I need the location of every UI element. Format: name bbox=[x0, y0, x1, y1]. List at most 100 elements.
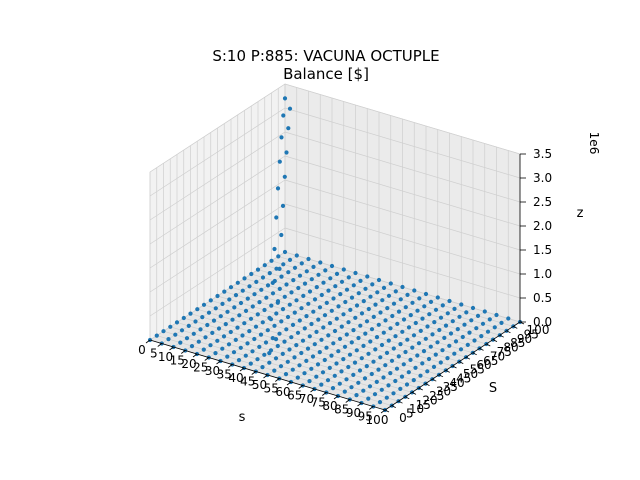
x-tick-label: 95 bbox=[358, 410, 373, 424]
data-point bbox=[447, 343, 452, 348]
x-tick-mark bbox=[275, 378, 280, 382]
data-point bbox=[327, 365, 332, 370]
data-point bbox=[208, 343, 213, 348]
data-point bbox=[269, 258, 274, 263]
data-point bbox=[292, 310, 297, 315]
data-point bbox=[383, 318, 388, 323]
data-point bbox=[257, 344, 262, 349]
data-point bbox=[385, 306, 390, 311]
x-tick-label: 25 bbox=[193, 361, 208, 375]
data-point bbox=[243, 353, 248, 358]
data-point bbox=[376, 322, 381, 327]
x-tick-label: 60 bbox=[275, 385, 290, 399]
data-point bbox=[442, 335, 447, 340]
data-point bbox=[173, 332, 178, 337]
data-point bbox=[238, 300, 244, 306]
data-point bbox=[369, 327, 375, 332]
data-point bbox=[366, 306, 371, 312]
data-point bbox=[334, 271, 340, 276]
data-point bbox=[367, 384, 373, 389]
data-point bbox=[427, 312, 432, 317]
z-tick-label: 0.5 bbox=[533, 291, 552, 305]
data-point bbox=[425, 369, 430, 374]
data-point bbox=[494, 312, 499, 318]
data-point bbox=[305, 346, 311, 351]
z-tick-label: 2.5 bbox=[533, 195, 552, 209]
data-point bbox=[379, 342, 385, 348]
data-point bbox=[309, 277, 314, 282]
data-point bbox=[310, 354, 316, 359]
data-point bbox=[195, 307, 200, 312]
data-point bbox=[306, 256, 311, 262]
data-point bbox=[452, 351, 457, 356]
data-point bbox=[396, 309, 402, 314]
data-point bbox=[304, 269, 309, 274]
data-point bbox=[255, 267, 261, 272]
data-point bbox=[232, 305, 237, 310]
data-point bbox=[274, 266, 279, 271]
data-point bbox=[292, 265, 298, 270]
data-point-rising bbox=[275, 300, 280, 305]
y-tick-label: 55 bbox=[470, 363, 485, 377]
grid-line-z-back bbox=[284, 179, 521, 251]
data-point bbox=[375, 290, 380, 295]
data-point bbox=[366, 396, 371, 401]
data-point bbox=[371, 359, 376, 364]
data-point bbox=[302, 281, 308, 286]
data-point bbox=[267, 271, 272, 276]
data-point bbox=[403, 305, 408, 310]
data-point bbox=[386, 293, 392, 298]
data-point bbox=[319, 292, 324, 298]
data-point bbox=[333, 284, 338, 289]
data-point bbox=[380, 298, 385, 303]
data-point bbox=[371, 314, 376, 319]
data-point bbox=[418, 373, 423, 378]
data-point-rising bbox=[281, 113, 286, 118]
data-point bbox=[213, 351, 218, 356]
data-point bbox=[469, 318, 474, 323]
data-point bbox=[341, 267, 346, 272]
data-point bbox=[358, 278, 363, 283]
data-point bbox=[411, 378, 416, 383]
x-tick-mark bbox=[192, 353, 198, 358]
x-tick-label: 0 bbox=[138, 343, 146, 357]
x-tick-mark bbox=[204, 357, 209, 361]
data-point bbox=[252, 292, 257, 297]
data-point bbox=[459, 302, 464, 307]
data-point bbox=[400, 284, 405, 290]
data-point bbox=[462, 322, 467, 327]
data-point bbox=[297, 318, 302, 323]
x-tick-mark bbox=[263, 374, 268, 379]
data-point-rising bbox=[270, 280, 275, 285]
data-point bbox=[405, 337, 410, 342]
data-point bbox=[213, 306, 218, 311]
data-point bbox=[178, 340, 183, 345]
data-point bbox=[428, 344, 433, 349]
data-point bbox=[343, 299, 348, 305]
data-point bbox=[314, 329, 319, 334]
data-point bbox=[235, 280, 240, 285]
data-point bbox=[257, 300, 262, 305]
data-point bbox=[264, 295, 269, 300]
data-point-rising bbox=[277, 266, 282, 271]
data-point bbox=[420, 316, 425, 321]
data-point-rising bbox=[268, 317, 274, 322]
data-point bbox=[327, 321, 333, 326]
data-point bbox=[363, 331, 368, 336]
data-point bbox=[339, 369, 344, 374]
data-point bbox=[329, 308, 334, 313]
data-point bbox=[388, 281, 393, 286]
data-point bbox=[480, 321, 486, 326]
data-point bbox=[297, 273, 303, 278]
data-point bbox=[351, 328, 356, 333]
z-tick-label: 3.0 bbox=[533, 171, 552, 185]
data-point bbox=[406, 325, 412, 330]
data-point bbox=[432, 320, 437, 325]
data-point bbox=[485, 329, 491, 334]
x-tick-label: 90 bbox=[346, 406, 361, 420]
chart-title-line2: Balance [$] bbox=[283, 65, 369, 83]
data-point bbox=[210, 330, 215, 335]
data-point bbox=[482, 309, 487, 314]
data-point bbox=[440, 303, 445, 308]
